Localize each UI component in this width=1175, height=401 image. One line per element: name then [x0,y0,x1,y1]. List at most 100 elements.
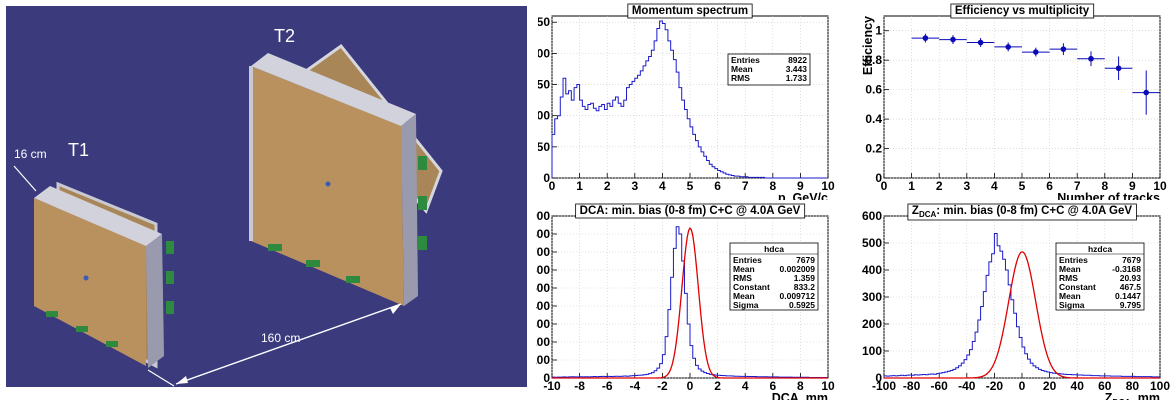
y-tick-label: 400 [536,299,550,313]
x-tick-label: 9 [1129,179,1136,193]
x-tick-label: 0 [1019,379,1026,393]
plot-title: Momentum spectrum [632,5,748,17]
stats-key: Mean [1059,291,1081,301]
x-tick-label: 7 [742,179,749,193]
t1-electronics [166,241,174,254]
t1-beam-hole [83,275,89,281]
x-axis-label: Number of tracks [1057,191,1160,200]
stats-key: RMS [733,273,752,283]
x-tick-label: 20 [1043,379,1057,393]
x-axis-label-subscript: DCA [1112,397,1130,400]
y-tick-label: 900 [536,209,550,223]
x-tick-label: 0 [687,379,694,393]
stats-key: Sigma [733,300,759,310]
x-tick-label: 0 [549,179,556,193]
stats-value: 1.733 [786,73,808,83]
stats-value: 0.002009 [780,264,816,274]
histogram-line [551,20,828,179]
label-width-dimension: 16 cm [14,147,47,161]
histogram-line [883,233,1160,378]
y-tick-label: 200 [536,335,550,349]
t1-electronics [106,341,118,347]
x-tick-label: 80 [1126,379,1140,393]
x-axis-label: p, GeV/c [778,191,828,200]
plot-title-box [950,3,1095,19]
y-tick-label: 700 [536,245,550,259]
x-tick-label: -80 [903,379,921,393]
data-point [1115,65,1122,72]
x-tick-label: 0 [881,179,888,193]
x-tick-label: 6 [1046,179,1053,193]
plot-title-main: Z [912,205,919,217]
x-tick-label: 8 [1101,179,1108,193]
y-tick-label: 0 [875,171,882,185]
stats-key: Mean [731,64,753,74]
label-t2: T2 [274,26,295,46]
y-tick-label: 300 [862,290,882,304]
detector-render: T1 T2 16 cm 160 cm [6,6,527,387]
x-tick-label: 1 [576,179,583,193]
stats-value: 467.5 [1120,282,1142,292]
stats-key: Mean [733,264,755,274]
stats-box-frame [727,53,811,86]
x-tick-label: 7 [1074,179,1081,193]
stats-value: 0.5925 [789,300,815,310]
gaussian-fit-line [884,251,1160,379]
x-tick-label: 5 [687,179,694,193]
y-tick-label: 0.2 [865,142,882,156]
distance-arrow-left [176,376,188,384]
plot-title-box [907,203,1137,221]
x-tick-label: 60 [1098,379,1112,393]
x-tick-label: 3 [963,179,970,193]
stats-key: Entries [733,255,762,265]
stats-value: 7679 [796,255,815,265]
data-point [977,39,984,46]
x-tick-label: -60 [931,379,949,393]
stats-key: Sigma [1059,300,1085,310]
stats-value: 9.795 [1120,300,1142,310]
t1-front-plane [34,198,146,366]
label-distance-dimension: 160 cm [261,331,300,345]
t1-electronics [166,301,174,314]
x-tick-label: -40 [958,379,976,393]
x-tick-label: -10 [543,379,561,393]
x-tick-label: 4 [659,179,666,193]
x-tick-label: -100 [872,379,896,393]
x-tick-label: -20 [986,379,1004,393]
t1-electronics [76,326,88,332]
dca-plot: -10-8-6-4-202468100100200300400500600700… [536,203,835,400]
stats-key: Mean [1059,264,1081,274]
width-dimension-line [13,165,37,192]
t2-electronics [346,276,360,283]
plot-title-rest: : min. bias (0-8 fm) C+C @ 4.0A GeV [936,205,1132,217]
label-t1: T1 [68,140,89,160]
stats-value: 20.93 [1120,273,1142,283]
y-tick-label: 1 [875,24,882,38]
stats-key: Entries [731,55,760,65]
x-tick-label: 1 [908,179,915,193]
zdca-plot: -100 -80 -60 -40 -20 0 20 40 60 80 100 0 100 200 300 40… [862,203,1170,400]
stats-box-title: hdca [764,244,784,254]
plot-title-box [627,3,753,19]
t2-electronics [306,260,320,267]
stats-key: Entries [1059,255,1088,265]
y-tick-label: 100 [862,344,882,358]
y-tick-label: 0.4 [865,112,882,126]
x-axis-label: DCA, mm [772,391,828,400]
y-tick-label: 0 [875,371,882,385]
x-tick-label: 5 [1019,179,1026,193]
detector-render-svg: T1 T2 16 cm 160 cm [6,6,527,387]
stats-key: RMS [731,73,750,83]
x-tick-label: 3 [631,179,638,193]
y-tick-label: 200 [538,46,550,60]
x-tick-label: 2 [936,179,943,193]
y-tick-label: 0 [543,371,550,385]
y-tick-label: 400 [862,263,882,277]
y-tick-label: 500 [862,236,882,250]
y-tick-label: 800 [536,227,550,241]
x-tick-label: -2 [657,379,668,393]
t2-side-frame [401,114,418,306]
stats-box-title: hzdca [1088,244,1112,254]
stats-value: 833.2 [794,282,816,292]
